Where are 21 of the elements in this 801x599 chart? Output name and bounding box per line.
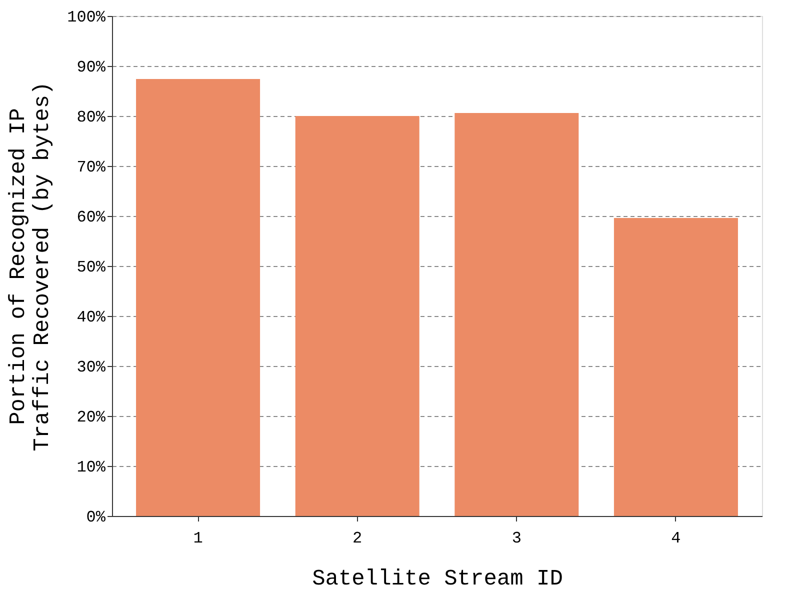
y-axis-title: Portion of Recognized IP Traffic Recovered (by bytes) bbox=[6, 82, 56, 452]
x-tick-label: 3 bbox=[512, 530, 522, 548]
bar bbox=[614, 218, 738, 516]
bar bbox=[454, 113, 579, 516]
y-tick-label: 20% bbox=[76, 408, 106, 426]
y-tick-label: 50% bbox=[76, 258, 106, 276]
x-tick-label: 2 bbox=[352, 530, 362, 548]
y-tick-label: 10% bbox=[76, 458, 106, 476]
y-tick-label: 80% bbox=[76, 108, 106, 126]
y-tick-label: 0% bbox=[86, 508, 106, 526]
y-tick-label: 70% bbox=[76, 158, 106, 176]
bar bbox=[136, 79, 260, 516]
x-axis-title: Satellite Stream ID bbox=[312, 566, 563, 592]
y-tick-label: 30% bbox=[76, 358, 106, 376]
bar bbox=[295, 116, 420, 516]
y-tick-label: 60% bbox=[76, 208, 106, 226]
y-tick-label: 100% bbox=[67, 8, 106, 26]
x-tick-label: 4 bbox=[671, 530, 681, 548]
y-tick-label: 40% bbox=[76, 308, 106, 326]
y-tick-label: 90% bbox=[76, 58, 106, 76]
x-tick-label: 1 bbox=[193, 530, 203, 548]
